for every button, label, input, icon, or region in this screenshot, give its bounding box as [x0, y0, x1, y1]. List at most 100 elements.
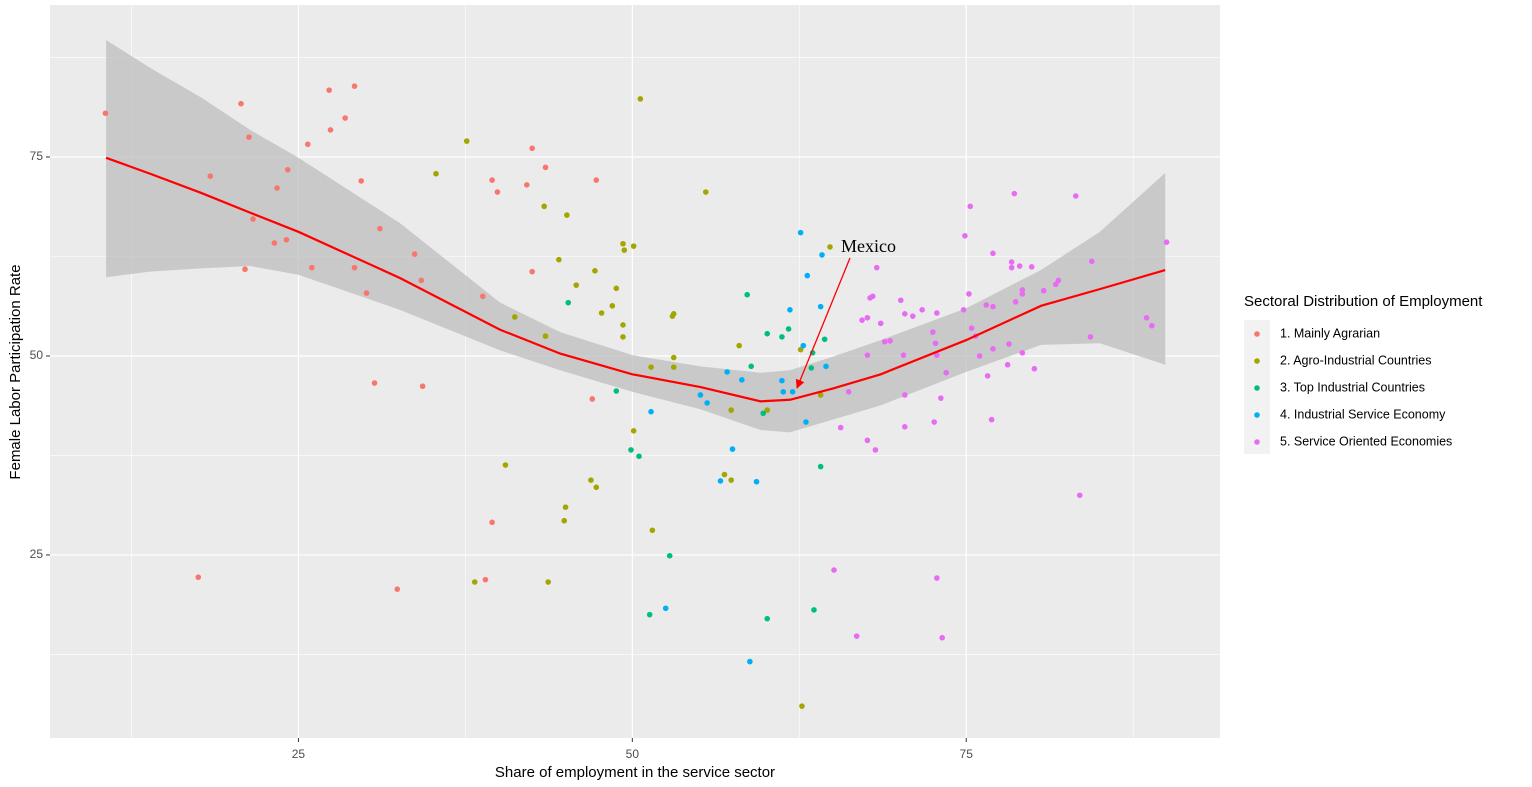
point: [785, 326, 792, 332]
point: [588, 477, 594, 483]
point: [482, 576, 489, 583]
point: [1008, 264, 1015, 271]
point: [887, 338, 893, 344]
point: [760, 410, 767, 417]
point: [1019, 349, 1026, 356]
point: [542, 333, 549, 339]
point: [804, 272, 811, 279]
confidence-band: [106, 40, 1166, 433]
point: [900, 352, 907, 358]
point: [613, 285, 620, 292]
point: [246, 134, 252, 140]
legend-label: 2. Agro-Industrial Countries: [1280, 353, 1431, 367]
point: [556, 256, 562, 263]
point: [702, 189, 709, 195]
point: [542, 164, 549, 171]
point: [873, 264, 880, 271]
point: [938, 395, 944, 401]
point: [1072, 193, 1079, 199]
point: [864, 437, 871, 444]
point: [1163, 239, 1170, 245]
point: [1028, 264, 1035, 270]
point: [593, 177, 600, 183]
annotation-arrow: [795, 257, 851, 389]
point: [1019, 287, 1026, 293]
point: [630, 427, 637, 434]
legend-title: Sectoral Distribution of Employment: [1244, 293, 1483, 310]
point: [1006, 341, 1012, 347]
point: [1040, 287, 1047, 294]
legend-key: [1254, 439, 1260, 445]
point: [377, 225, 383, 232]
point: [592, 268, 598, 274]
point: [960, 307, 967, 313]
point: [910, 313, 916, 319]
point: [1055, 277, 1062, 284]
point: [351, 264, 358, 271]
point: [721, 471, 728, 478]
point: [648, 364, 654, 370]
point: [764, 615, 771, 622]
point: [968, 325, 975, 331]
point: [872, 447, 879, 453]
point: [666, 552, 673, 559]
point: [831, 567, 837, 573]
point: [628, 447, 634, 453]
point: [729, 446, 736, 452]
point: [811, 607, 817, 613]
axes: 25 50 75 25 50 75: [30, 149, 974, 761]
point: [589, 396, 596, 402]
point: [717, 478, 724, 484]
point: [1008, 259, 1015, 265]
x-tick-label: 75: [960, 747, 974, 761]
point: [489, 177, 495, 183]
y-tick-label: 50: [30, 348, 44, 362]
point: [419, 383, 426, 390]
point: [433, 170, 439, 177]
point: [779, 334, 785, 340]
point: [748, 363, 754, 370]
legend-key: [1254, 412, 1260, 418]
point: [284, 166, 291, 173]
point: [630, 243, 637, 249]
point: [238, 100, 244, 107]
point: [821, 336, 828, 343]
point: [342, 115, 348, 121]
point: [983, 302, 990, 308]
point: [797, 229, 804, 236]
point: [736, 342, 742, 349]
legend-key: [1254, 331, 1260, 337]
point: [636, 453, 642, 460]
point: [962, 233, 968, 239]
point: [764, 407, 771, 413]
point: [418, 277, 425, 284]
point: [304, 141, 311, 148]
point: [620, 240, 626, 247]
point: [697, 392, 704, 398]
point: [817, 303, 824, 310]
point: [901, 424, 908, 430]
point: [648, 408, 654, 415]
legend-label: 1. Mainly Agrarian: [1280, 326, 1380, 340]
legend-key: [1254, 385, 1260, 391]
point: [966, 291, 972, 297]
legend-label: 3. Top Industrial Countries: [1280, 380, 1425, 394]
point: [274, 185, 280, 191]
point: [881, 338, 888, 345]
point: [897, 297, 904, 304]
point: [564, 212, 570, 218]
point: [934, 310, 940, 316]
point: [827, 244, 833, 250]
point: [934, 352, 940, 358]
point: [787, 307, 793, 313]
point: [613, 388, 620, 394]
point: [479, 293, 486, 300]
point: [620, 334, 626, 340]
point: [877, 320, 884, 327]
point: [489, 519, 495, 526]
point: [739, 377, 745, 383]
point: [901, 392, 908, 398]
annotation: Mexico: [841, 236, 896, 256]
point: [967, 203, 974, 210]
point: [747, 658, 753, 665]
